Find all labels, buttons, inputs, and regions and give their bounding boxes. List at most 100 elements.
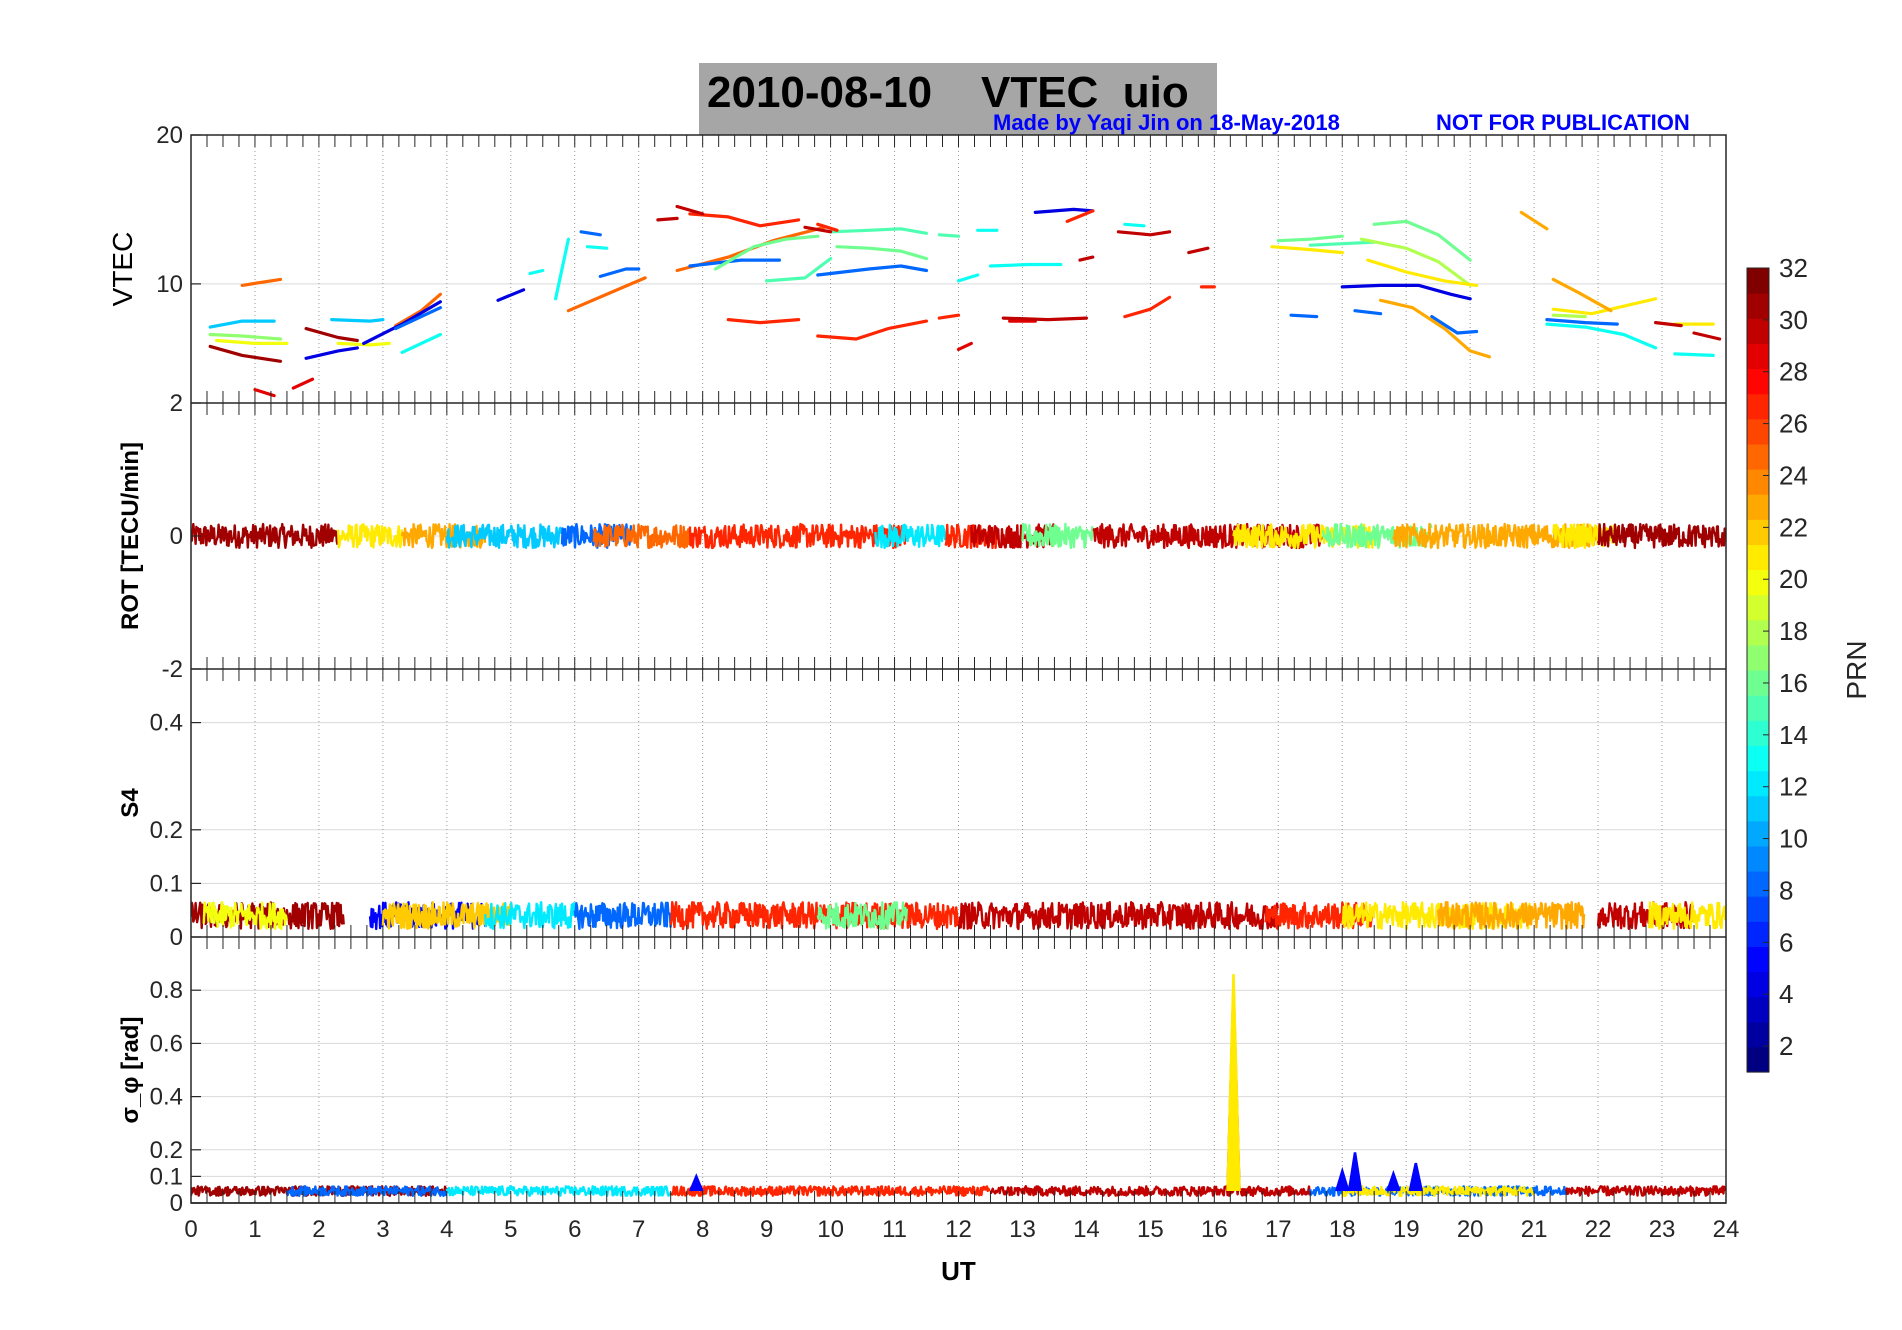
colorbar-swatch <box>1747 644 1769 671</box>
rot-trace-prn-31 <box>1596 522 1726 550</box>
xtick-label: 8 <box>696 1216 709 1243</box>
colorbar-tick-label: 8 <box>1779 875 1793 905</box>
vtec-ytick-label: 20 <box>156 122 183 149</box>
s4-ytick-label: 0.4 <box>150 710 183 737</box>
rot-trace-prn-31 <box>191 522 307 549</box>
vtec-track-prn-8 <box>1545 318 1619 326</box>
colorbar-tick-label: 30 <box>1779 305 1808 335</box>
vtec-track-prn-16 <box>1276 234 1344 243</box>
colorbar-swatch <box>1747 770 1769 797</box>
s4-ytick-label: 0 <box>170 924 183 951</box>
colorbar-frame <box>1746 267 1770 1073</box>
rot-ylabel: ROT [TECU/min] <box>117 442 144 630</box>
vtec-track-prn-29 <box>956 341 973 351</box>
vtec-track-prn-13 <box>400 332 442 354</box>
xtick-label: 15 <box>1137 1216 1164 1243</box>
vtec-track-prn-23 <box>1551 277 1613 313</box>
vtec-track-prn-30 <box>1653 321 1683 328</box>
colorbar-tick-label: 32 <box>1779 253 1808 283</box>
xtick-label: 2 <box>312 1216 325 1243</box>
colorbar-swatch <box>1747 469 1769 495</box>
colorbar-swatch <box>1747 1021 1769 1048</box>
vtec-ylabel: VTEC <box>107 232 138 307</box>
vtec-track-prn-8 <box>816 264 929 277</box>
vtec-track-prn-13 <box>553 237 571 301</box>
colorbar-tick-label: 18 <box>1779 616 1808 646</box>
vtec-track-prn-20 <box>336 341 391 347</box>
vtec-track-prn-21 <box>1270 245 1344 255</box>
xtick-label: 20 <box>1457 1216 1484 1243</box>
author-credit: Made by Yaqi Jin on 18-May-2018 <box>993 110 1340 135</box>
vtec-track-prn-13 <box>956 273 980 283</box>
vtec-track-prn-20 <box>215 338 289 345</box>
s4-data <box>191 901 1726 931</box>
vtec-track-prn-29 <box>291 377 315 390</box>
vtec-track-prn-8 <box>579 230 602 237</box>
vtec-track-prn-16 <box>713 234 820 271</box>
xtick-label: 12 <box>945 1216 972 1243</box>
xtick-label: 17 <box>1265 1216 1292 1243</box>
rot-ytick-label: -2 <box>162 656 183 683</box>
sigma_phi-ytick-label: 0 <box>170 1190 183 1217</box>
xtick-label: 21 <box>1521 1216 1548 1243</box>
vtec-track-prn-27 <box>816 319 929 341</box>
vtec-track-prn-25 <box>240 277 283 287</box>
rot-trace-prn-27 <box>688 522 909 550</box>
vtec-track-prn-4 <box>1340 283 1472 301</box>
title-background <box>699 63 1217 135</box>
colorbar-tick-label: 14 <box>1779 720 1808 750</box>
xtick-label: 7 <box>632 1216 645 1243</box>
rot-trace-prn-21 <box>336 523 403 549</box>
xtick-label: 22 <box>1585 1216 1612 1243</box>
vtec-track-prn-4 <box>304 346 359 360</box>
colorbar-swatch <box>1747 720 1769 746</box>
s4-trace-prn-12 <box>484 901 576 930</box>
colorbar-swatch <box>1747 795 1769 822</box>
s4-trace-prn-23 <box>1437 901 1586 931</box>
sigma_phi-ytick-label: 0.2 <box>150 1137 183 1164</box>
colorbar-swatch <box>1747 996 1769 1023</box>
vtec-track-prn-4 <box>496 288 526 302</box>
vtec-track-prn-27 <box>688 212 801 228</box>
sigma-spike-prn-21 <box>1226 974 1241 1192</box>
xtick-label: 4 <box>440 1216 453 1243</box>
vtec-track-prn-13 <box>1673 352 1715 357</box>
vtec-track-prn-30 <box>1116 230 1172 237</box>
vtec-track-prn-18 <box>1359 237 1472 287</box>
vtec-track-prn-30 <box>656 216 679 222</box>
colorbar-tick-label: 28 <box>1779 357 1808 387</box>
rot-ytick-label: 0 <box>170 523 183 550</box>
s4-trace-prn-20 <box>202 901 288 931</box>
chart-title: 2010-08-10 VTEC uio <box>707 68 1189 117</box>
colorbar-swatch <box>1747 393 1769 420</box>
vtec-track-prn-27 <box>1123 295 1172 319</box>
s4-trace-prn-27 <box>669 901 959 931</box>
vtec-track-prn-16 <box>1372 219 1472 262</box>
vtec-track-prn-21 <box>1366 258 1479 287</box>
rot-data <box>191 522 1726 550</box>
xtick-label: 24 <box>1713 1216 1740 1243</box>
xtick-label: 5 <box>504 1216 517 1243</box>
colorbar-swatch <box>1747 268 1769 294</box>
sigma_phi-ytick-label: 0.4 <box>150 1084 183 1111</box>
s4-trace-prn-21 <box>1341 901 1535 931</box>
colorbar-tick-label: 20 <box>1779 564 1808 594</box>
xtick-label: 11 <box>882 1216 907 1243</box>
colorbar-swatch <box>1747 871 1769 897</box>
xtick-label: 9 <box>760 1216 773 1243</box>
colorbar-tick-label: 10 <box>1779 824 1808 854</box>
vtec-track-prn-27 <box>816 222 839 232</box>
colorbar-swatch <box>1747 343 1769 370</box>
vtec-track-prn-8 <box>1289 313 1319 319</box>
vtec-track-prn-30 <box>1187 246 1210 255</box>
sigma-spike-prn-5 <box>689 1173 704 1192</box>
colorbar-swatch <box>1747 670 1769 696</box>
vtec-track-prn-8 <box>688 258 782 268</box>
colorbar-tick-label: 12 <box>1779 772 1808 802</box>
vtec-track-prn-31 <box>208 344 283 363</box>
sigma-spike-prn-5 <box>1408 1162 1424 1192</box>
sigma-spike-prn-5 <box>1386 1169 1401 1192</box>
colorbar-swatch <box>1747 1046 1769 1073</box>
sigma-spike-prn-5 <box>1347 1152 1363 1192</box>
